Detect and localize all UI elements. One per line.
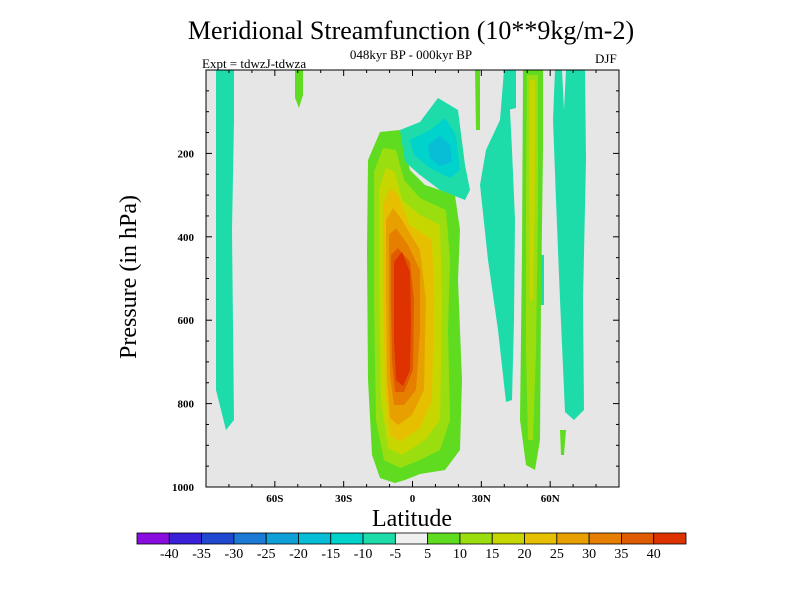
sh-small-positive-streak <box>295 70 303 108</box>
chart-subtitle: 048kyr BP - 000kyr BP <box>349 47 473 62</box>
colorbar-swatch <box>233 532 267 545</box>
colorbar-swatch <box>459 532 493 545</box>
colorbar-swatch <box>427 532 461 545</box>
nh-highlat-negative-band <box>553 70 586 420</box>
colorbar-label: -25 <box>257 547 276 562</box>
colorbar: -40 -35 -30 -25 -20 -15 -10 -5 5 10 15 20 25 30 35 40 <box>136 532 687 562</box>
x-axis-ticks: 60S 30S 0 30N 60N <box>205 70 620 505</box>
colorbar-swatch <box>330 532 364 545</box>
y-axis-title: Pressure (in hPa) <box>116 195 142 359</box>
y-axis-ticks: 200 400 600 800 1000 <box>172 69 619 494</box>
y-tick-label: 200 <box>178 148 195 160</box>
colorbar-swatch <box>653 532 687 545</box>
chart-title: Meridional Streamfunction (10**9kg/m-2) <box>187 16 635 45</box>
experiment-label: Expt = tdwzJ-tdwza <box>202 56 307 71</box>
colorbar-swatch <box>136 532 170 545</box>
x-tick-label: 60S <box>266 493 283 505</box>
colorbar-label: 25 <box>550 547 564 562</box>
season-label: DJF <box>595 51 617 66</box>
upper-negative-level-15 <box>428 136 452 166</box>
x-tick-label: 30N <box>472 493 491 505</box>
colorbar-swatch <box>298 532 332 545</box>
y-tick-label: 1000 <box>172 482 195 494</box>
colorbar-label: 10 <box>453 547 467 562</box>
colorbar-label: -20 <box>289 547 308 562</box>
colorbar-swatch <box>394 532 429 545</box>
sh-negative-band <box>216 70 234 430</box>
colorbar-label: 20 <box>518 547 532 562</box>
nh-negative-small-top <box>506 70 516 110</box>
y-tick-label: 400 <box>178 232 195 244</box>
contour-fill <box>216 70 586 483</box>
colorbar-label: -15 <box>321 547 340 562</box>
nh-subtropical-negative-band <box>480 70 515 402</box>
colorbar-label: -40 <box>160 547 179 562</box>
colorbar-swatch <box>524 532 558 545</box>
colorbar-swatch <box>362 532 396 545</box>
colorbar-swatch <box>588 532 622 545</box>
x-axis-title: Latitude <box>372 506 452 532</box>
x-tick-label: 30S <box>335 493 352 505</box>
colorbar-label: 5 <box>424 547 431 562</box>
main-cell-level-40 <box>394 252 411 386</box>
nh-thin-line <box>541 255 544 305</box>
y-tick-label: 800 <box>178 399 195 411</box>
nh-midlat-level-15 <box>529 80 535 300</box>
colorbar-label: 30 <box>582 547 596 562</box>
colorbar-label: 40 <box>647 547 661 562</box>
colorbar-label: -10 <box>354 547 373 562</box>
x-tick-label: 60N <box>541 493 560 505</box>
colorbar-label: -30 <box>225 547 244 562</box>
colorbar-swatch <box>201 532 235 545</box>
y-tick-label: 600 <box>178 315 195 327</box>
colorbar-swatch <box>168 532 202 545</box>
colorbar-label: 35 <box>614 547 628 562</box>
colorbar-swatch <box>621 532 655 545</box>
colorbar-swatch <box>556 532 590 545</box>
colorbar-swatch <box>265 532 299 545</box>
colorbar-label: 15 <box>485 547 499 562</box>
colorbar-label: -35 <box>192 547 211 562</box>
nh-green-streak <box>475 70 480 130</box>
x-tick-label: 0 <box>410 493 416 505</box>
colorbar-label: -5 <box>390 547 402 562</box>
nh-small-green-streak <box>560 430 566 455</box>
colorbar-swatch <box>491 532 525 545</box>
